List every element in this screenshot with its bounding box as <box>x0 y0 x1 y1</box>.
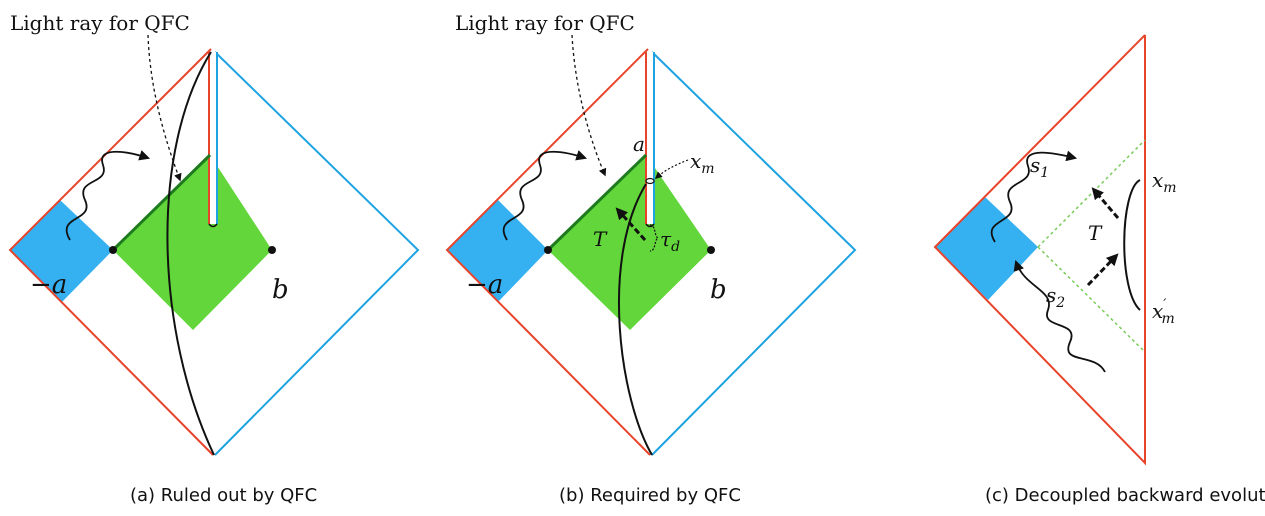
label-t: T <box>1088 221 1103 245</box>
label-b: b <box>710 275 727 305</box>
label-neg-a: −a <box>466 270 503 300</box>
red-boundary <box>933 34 1146 466</box>
wavy-arrow-s2 <box>1013 259 1106 373</box>
label-s2: s2 <box>1046 283 1065 311</box>
label-neg-a: −a <box>30 270 67 300</box>
caption-a: (a) Ruled out by QFC <box>130 485 317 506</box>
dotted-pointer <box>571 34 607 177</box>
wavy-arrow <box>65 150 151 241</box>
label-s1: s1 <box>1030 153 1049 181</box>
point-b <box>707 246 715 254</box>
dark-green-edge <box>111 153 212 252</box>
wavy-arrow-s1 <box>990 150 1078 243</box>
point-b <box>268 246 276 254</box>
slit <box>646 52 654 224</box>
tau-brace <box>649 224 660 252</box>
dotted-pointer <box>147 34 182 182</box>
dark-green-edge <box>546 153 648 252</box>
worldline-curve <box>166 51 215 456</box>
red-boundary <box>8 48 214 456</box>
bracket-curve <box>1123 179 1141 311</box>
panel-c: s1 s2 T xm x′ m (c) Decoupled backward ev… <box>933 34 1265 506</box>
t-arrow <box>615 207 647 242</box>
blue-boundary <box>214 51 420 456</box>
blue-region <box>935 197 1038 300</box>
point-xm <box>645 177 655 185</box>
label-b: b <box>272 275 289 305</box>
slit-end <box>645 223 655 228</box>
t-arrow-lower <box>1086 253 1119 287</box>
blue-boundary <box>651 51 857 456</box>
xm-pointer <box>654 159 689 179</box>
red-boundary <box>445 48 651 456</box>
panel-b: Light ray for QFC a xm T τd −a b (b) Req… <box>445 11 857 506</box>
label-tau: τd <box>660 227 680 255</box>
caption-b: (b) Required by QFC <box>559 485 741 506</box>
label-xm-prime: x′ m <box>1152 297 1175 327</box>
panel-a-title: Light ray for QFC <box>10 11 190 35</box>
t-arrow-upper <box>1091 187 1120 219</box>
green-region <box>548 155 711 330</box>
label-t: T <box>593 227 608 251</box>
worldline-curve <box>618 183 653 456</box>
label-a: a <box>633 132 645 156</box>
point-neg-a <box>109 246 117 254</box>
wavy-arrow <box>502 150 588 241</box>
label-xm: xm <box>1152 168 1177 196</box>
slit <box>209 52 217 224</box>
dotted-green-line-lower <box>1037 246 1146 353</box>
green-region <box>113 155 272 330</box>
label-xm: xm <box>690 149 715 177</box>
panel-b-title: Light ray for QFC <box>455 11 635 35</box>
slit-end <box>208 223 218 228</box>
dotted-green-line-upper <box>1037 139 1146 248</box>
point-neg-a <box>544 246 552 254</box>
caption-c: (c) Decoupled backward evolution <box>985 485 1265 506</box>
panel-a: Light ray for QFC −a b (a) Ruled out by … <box>8 11 420 506</box>
